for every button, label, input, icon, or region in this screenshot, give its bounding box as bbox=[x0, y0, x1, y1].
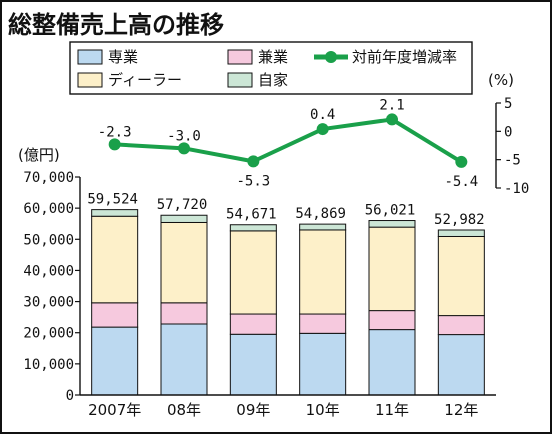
bar-segment bbox=[160, 214, 208, 223]
legend-line-marker bbox=[325, 51, 337, 63]
x-axis-labels: 2007年 08年 09年 10年 11年 12年 bbox=[88, 401, 478, 419]
bar-segment bbox=[368, 310, 416, 331]
growth-value-label: -5.3 bbox=[236, 173, 270, 189]
y2-tick-label: -10 bbox=[504, 181, 529, 197]
bar-segment bbox=[299, 223, 347, 231]
bar-segment bbox=[437, 235, 485, 317]
bar-segment bbox=[91, 326, 139, 396]
total-value-label: 54,671 bbox=[226, 207, 277, 223]
legend: 専業 兼業 対前年度増減率 ディーラー 自家 bbox=[69, 41, 473, 95]
x-tick-label: 11年 bbox=[375, 401, 409, 419]
growth-value-label: 0.4 bbox=[310, 107, 335, 123]
total-labels: 59,524 57,720 54,671 54,869 56,021 52,982 bbox=[87, 192, 484, 228]
bars-layer bbox=[91, 209, 485, 396]
growth-value-label: -3.0 bbox=[167, 128, 201, 144]
x-tick-label: 08年 bbox=[167, 401, 201, 419]
x-tick-label: 09年 bbox=[236, 401, 270, 419]
y-tick-label: 10,000 bbox=[23, 357, 74, 373]
growth-point bbox=[316, 123, 329, 136]
bar-segment bbox=[368, 220, 416, 228]
growth-value-label: -5.4 bbox=[444, 174, 478, 190]
growth-point bbox=[247, 155, 260, 168]
bar-segment bbox=[229, 230, 277, 315]
growth-line bbox=[114, 117, 463, 164]
y-tick-label: 30,000 bbox=[23, 295, 74, 311]
legend-label-growth: 対前年度増減率 bbox=[352, 48, 457, 66]
legend-swatch-senmon bbox=[77, 49, 103, 65]
legend-label-senmon: 専業 bbox=[108, 48, 138, 66]
bar-segment bbox=[299, 229, 347, 315]
total-value-label: 57,720 bbox=[157, 197, 208, 213]
total-value-label: 56,021 bbox=[365, 203, 416, 219]
growth-value-label: 2.1 bbox=[379, 97, 404, 113]
legend-label-jika: 自家 bbox=[258, 71, 288, 89]
y-axis-label: (億円) bbox=[18, 146, 60, 164]
y-tick-label: 60,000 bbox=[23, 201, 74, 217]
y2-tick-label: 5 bbox=[504, 96, 512, 112]
y-tick-label: 70,000 bbox=[23, 170, 74, 186]
legend-swatch-kengyo bbox=[227, 49, 253, 65]
x-tick-label: 12年 bbox=[444, 401, 478, 419]
total-value-label: 59,524 bbox=[87, 192, 138, 208]
legend-swatch-dealer bbox=[77, 72, 103, 88]
growth-point bbox=[108, 138, 121, 151]
legend-label-kengyo: 兼業 bbox=[258, 48, 288, 66]
bar-segment bbox=[91, 215, 139, 304]
bar-segment bbox=[299, 313, 347, 334]
bar-segment bbox=[229, 224, 277, 232]
bar-segment bbox=[299, 332, 347, 396]
y2-axis-label: (%) bbox=[488, 71, 514, 89]
bar-segment bbox=[437, 334, 485, 396]
legend-swatch-jika bbox=[227, 72, 253, 88]
bar-segment bbox=[229, 333, 277, 396]
y2-tick-label: 0 bbox=[504, 124, 512, 140]
bar-segment bbox=[160, 221, 208, 304]
bar-segment bbox=[91, 209, 139, 217]
chart-title: 総整備売上高の推移 bbox=[8, 11, 224, 39]
legend-box bbox=[69, 41, 473, 95]
y-tick-label: 40,000 bbox=[23, 263, 74, 279]
x-tick-label: 2007年 bbox=[88, 401, 141, 419]
bar-segment bbox=[160, 323, 208, 396]
growth-point bbox=[178, 142, 190, 155]
bar-segment bbox=[368, 226, 416, 312]
left-axis: 0 10,000 20,000 30,000 40,000 50,000 60,000 70,… bbox=[23, 170, 496, 404]
bar-segment bbox=[229, 313, 277, 335]
y-tick-label: 0 bbox=[66, 388, 74, 404]
y-tick-label: 20,000 bbox=[23, 326, 74, 342]
bar-segment bbox=[437, 315, 485, 336]
total-value-label: 52,982 bbox=[434, 212, 485, 228]
bar-segment bbox=[368, 329, 416, 396]
x-tick-label: 10年 bbox=[306, 401, 340, 419]
bar-segment bbox=[160, 302, 208, 325]
total-value-label: 54,869 bbox=[295, 206, 346, 222]
growth-line-layer: -2.3 -3.0 -5.3 0.4 2.1 -5.4 bbox=[98, 97, 478, 190]
growth-point bbox=[455, 155, 468, 168]
right-axis: 5 0 -5 -10 bbox=[495, 96, 529, 197]
growth-point bbox=[386, 113, 398, 126]
y-tick-label: 50,000 bbox=[23, 232, 74, 248]
growth-value-label: -2.3 bbox=[98, 124, 132, 140]
bar-segment bbox=[91, 302, 139, 328]
legend-label-dealer: ディーラー bbox=[108, 71, 182, 89]
bar-segment bbox=[437, 229, 485, 237]
y2-tick-label: -5 bbox=[504, 153, 521, 169]
